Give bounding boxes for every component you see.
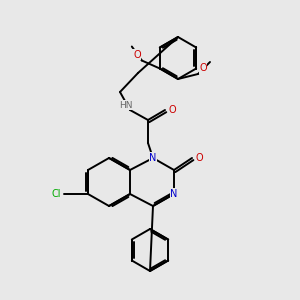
Text: O: O bbox=[168, 105, 176, 115]
Text: O: O bbox=[133, 50, 141, 59]
Text: O: O bbox=[195, 153, 203, 163]
Text: N: N bbox=[170, 189, 178, 199]
Text: Cl: Cl bbox=[51, 189, 61, 199]
Text: O: O bbox=[199, 63, 207, 73]
Text: N: N bbox=[149, 153, 157, 163]
Text: HN: HN bbox=[119, 100, 133, 109]
